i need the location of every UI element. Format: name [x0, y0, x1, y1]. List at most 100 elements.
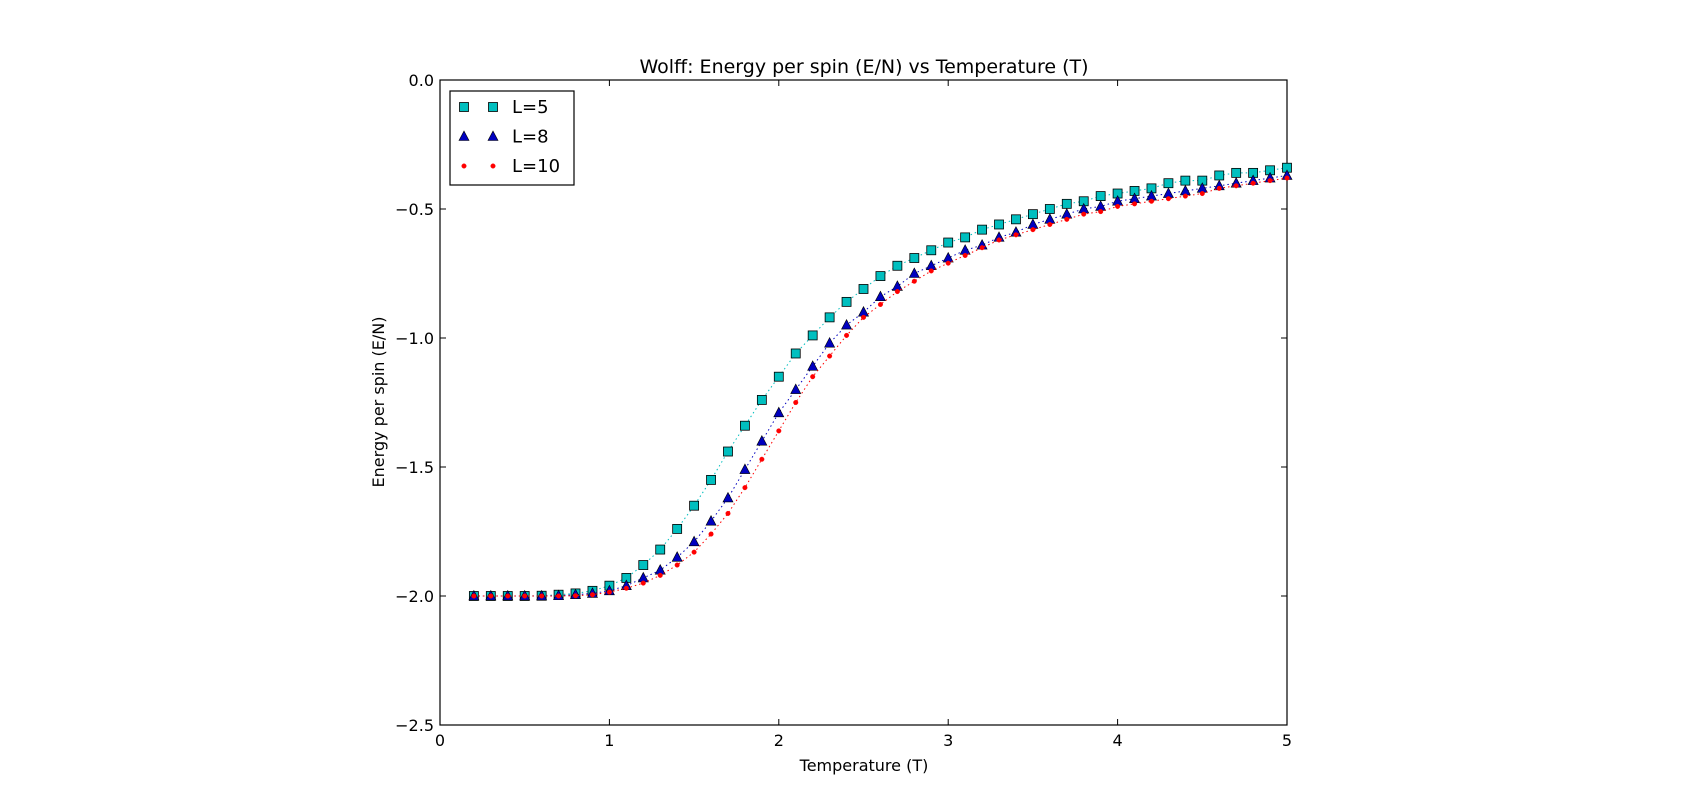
data-point — [706, 474, 716, 485]
legend-item: L=8 — [458, 127, 549, 148]
legend-marker — [458, 130, 470, 141]
data-point — [1132, 201, 1138, 207]
data-point — [756, 435, 768, 446]
data-point — [1163, 178, 1174, 189]
data-point — [623, 585, 629, 591]
x-axis-label: Temperature (T) — [799, 756, 929, 775]
data-point — [1180, 175, 1191, 186]
data-point — [556, 593, 562, 599]
data-point — [688, 535, 700, 547]
legend: L=5 L=8 L=10 — [449, 90, 575, 186]
legend-marker — [459, 102, 469, 112]
data-point — [773, 406, 785, 418]
data-point — [960, 232, 971, 243]
data-point — [1284, 175, 1290, 181]
data-point — [1233, 183, 1239, 189]
data-point — [994, 219, 1004, 230]
data-point — [892, 260, 903, 271]
data-point — [723, 446, 733, 457]
legend-items: L=5 L=8 L=10 — [458, 97, 560, 177]
data-point — [807, 330, 818, 341]
data-point — [790, 383, 802, 394]
data-point — [1199, 191, 1205, 197]
data-point — [705, 515, 717, 526]
data-point — [1216, 185, 1222, 191]
series-1 — [468, 169, 1293, 601]
data-point — [573, 593, 579, 599]
data-point — [1148, 198, 1154, 204]
data-point — [1044, 204, 1055, 214]
data-point — [1182, 193, 1188, 199]
y-tick-label: −0.5 — [395, 200, 434, 219]
data-point — [740, 420, 750, 431]
data-point — [790, 348, 801, 359]
data-point — [926, 245, 937, 256]
data-point — [874, 290, 886, 302]
data-point — [810, 374, 816, 380]
data-point — [1081, 211, 1087, 217]
data-point — [943, 237, 954, 248]
data-point — [773, 371, 784, 382]
x-tick-label: 5 — [1282, 731, 1292, 750]
data-point — [1098, 209, 1104, 215]
legend-marker — [487, 130, 499, 141]
axes-frame — [439, 79, 1288, 726]
data-point — [657, 572, 663, 578]
legend-label: L=5 — [512, 97, 549, 118]
data-point — [979, 245, 985, 251]
data-point — [708, 531, 714, 537]
data-point — [742, 485, 748, 491]
y-axis-label: Energy per spin (E/N) — [369, 317, 388, 488]
series-layer — [468, 162, 1293, 601]
y-tick-label: −1.5 — [395, 458, 434, 477]
data-point — [725, 510, 731, 516]
data-point — [996, 237, 1002, 243]
data-point — [1250, 180, 1256, 186]
data-point — [756, 395, 767, 405]
data-point — [1013, 232, 1019, 238]
data-point — [1115, 203, 1121, 209]
y-tick-label: −2.5 — [395, 716, 434, 735]
data-point — [844, 332, 850, 338]
data-point — [672, 524, 683, 534]
legend-item: L=10 — [461, 156, 560, 177]
data-point — [807, 360, 819, 371]
data-point — [977, 224, 987, 235]
legend-item: L=5 — [459, 97, 549, 118]
data-point — [841, 296, 852, 307]
data-point — [911, 278, 917, 284]
legend-marker — [490, 163, 496, 169]
tick-layer: 0 1 2 3 4 5 −2.5 −2.0 −1.5 −1.0 −0.5 0.0 — [395, 71, 1292, 750]
data-point — [1214, 170, 1225, 181]
data-point — [505, 593, 511, 599]
x-tick-label: 0 — [435, 731, 445, 750]
data-point — [488, 593, 494, 599]
data-point — [739, 463, 751, 474]
data-point — [793, 400, 799, 406]
data-point — [908, 267, 920, 278]
data-point — [691, 549, 697, 555]
data-point — [827, 353, 833, 359]
plot-area: 0 1 2 3 4 5 −2.5 −2.0 −1.5 −1.0 −0.5 0.0 — [395, 71, 1293, 750]
x-tick-label: 2 — [774, 731, 784, 750]
data-point — [858, 284, 869, 294]
data-point — [471, 593, 477, 599]
data-point — [875, 271, 886, 281]
data-point — [945, 260, 951, 266]
data-point — [1011, 214, 1021, 225]
x-tick-label: 1 — [604, 731, 614, 750]
legend-label: L=8 — [512, 127, 549, 148]
data-point — [928, 268, 934, 274]
data-point — [722, 491, 734, 503]
legend-box — [449, 90, 575, 186]
data-point — [861, 314, 867, 320]
data-point — [824, 337, 836, 348]
data-point — [606, 589, 612, 595]
data-point — [776, 428, 782, 434]
data-point — [1028, 209, 1038, 220]
data-point — [638, 560, 649, 570]
data-point — [539, 593, 545, 599]
x-tick-label: 4 — [1113, 731, 1123, 750]
x-tick-label: 3 — [943, 731, 953, 750]
